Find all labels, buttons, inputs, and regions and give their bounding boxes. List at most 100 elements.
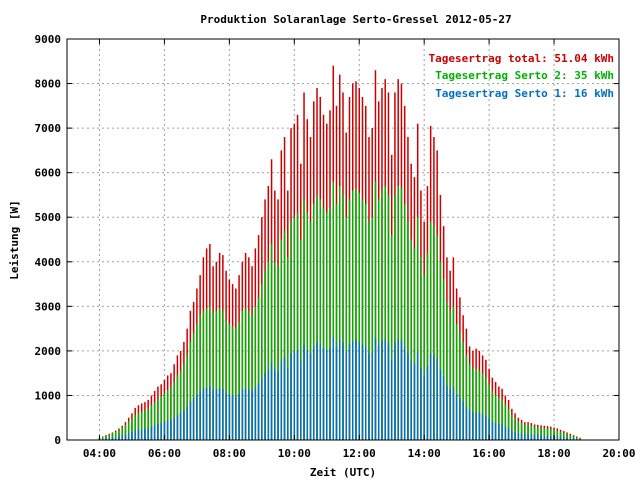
x-tick-label: 08:00 bbox=[213, 447, 246, 460]
bar-serto2 bbox=[218, 308, 221, 440]
bar-serto2 bbox=[403, 203, 406, 440]
bar-serto2 bbox=[533, 426, 536, 440]
bar-serto1 bbox=[520, 433, 523, 440]
bar-serto1 bbox=[481, 414, 484, 440]
bar-serto1 bbox=[157, 423, 159, 440]
bar-serto2 bbox=[566, 433, 568, 440]
bar-serto2 bbox=[335, 203, 338, 440]
bar-serto2 bbox=[124, 424, 127, 440]
bar-serto1 bbox=[348, 344, 351, 440]
bar-serto1 bbox=[118, 436, 120, 440]
bars-group bbox=[98, 65, 581, 441]
bar-serto2 bbox=[309, 221, 312, 440]
bar-serto2 bbox=[455, 324, 458, 440]
bar-serto2 bbox=[280, 239, 283, 440]
x-tick-label: 20:00 bbox=[602, 447, 635, 460]
bar-serto2 bbox=[101, 436, 104, 440]
bar-serto1 bbox=[478, 413, 481, 440]
bar-serto1 bbox=[569, 438, 572, 440]
bar-serto1 bbox=[127, 433, 130, 440]
bar-serto1 bbox=[296, 349, 299, 440]
bar-serto2 bbox=[436, 235, 438, 440]
y-tick-label: 4000 bbox=[35, 256, 62, 269]
bar-serto2 bbox=[351, 190, 354, 440]
bar-serto1 bbox=[543, 435, 546, 440]
bar-serto2 bbox=[397, 186, 399, 440]
bar-serto2 bbox=[283, 230, 286, 440]
chart-title: Produktion Solaranlage Serto-Gressel 201… bbox=[200, 13, 511, 26]
bar-serto2 bbox=[157, 399, 159, 440]
bar-serto2 bbox=[131, 418, 133, 440]
bar-serto2 bbox=[114, 431, 117, 440]
bar-serto2 bbox=[507, 408, 510, 440]
y-tick-label: 1000 bbox=[35, 389, 62, 402]
bar-serto2 bbox=[410, 239, 412, 440]
bar-serto1 bbox=[163, 421, 166, 440]
bar-serto2 bbox=[270, 243, 273, 440]
bar-serto1 bbox=[179, 413, 182, 440]
bar-serto2 bbox=[170, 387, 172, 440]
bar-serto2 bbox=[384, 186, 386, 440]
bar-serto1 bbox=[306, 349, 309, 440]
bar-serto2 bbox=[345, 217, 347, 440]
bar-serto2 bbox=[439, 261, 442, 440]
x-tick-label: 06:00 bbox=[148, 447, 181, 460]
bar-serto1 bbox=[410, 360, 412, 440]
bar-serto1 bbox=[261, 378, 263, 440]
y-tick-label: 5000 bbox=[35, 211, 62, 224]
bar-serto2 bbox=[199, 315, 201, 440]
bar-serto1 bbox=[137, 429, 140, 440]
legend-entry-total: Tagesertrag total: 51.04 kWh bbox=[429, 52, 614, 65]
bar-serto1 bbox=[319, 344, 322, 440]
bar-serto1 bbox=[173, 417, 175, 440]
bar-serto1 bbox=[416, 351, 419, 440]
bar-serto2 bbox=[196, 324, 198, 440]
bar-serto2 bbox=[186, 355, 188, 440]
bar-serto1 bbox=[514, 431, 516, 440]
bar-serto2 bbox=[238, 321, 240, 440]
bar-serto1 bbox=[488, 418, 490, 440]
bar-serto2 bbox=[485, 377, 487, 440]
bar-serto2 bbox=[517, 421, 520, 440]
bar-serto2 bbox=[481, 373, 484, 440]
bar-serto1 bbox=[345, 351, 347, 440]
bar-serto1 bbox=[277, 371, 279, 440]
bar-serto1 bbox=[494, 423, 497, 440]
bar-serto2 bbox=[166, 390, 169, 440]
bar-serto2 bbox=[183, 364, 185, 440]
bar-serto2 bbox=[579, 438, 581, 440]
bar-serto2 bbox=[160, 396, 162, 440]
bar-serto2 bbox=[468, 364, 471, 440]
bar-serto2 bbox=[514, 418, 516, 440]
bar-serto2 bbox=[358, 192, 360, 440]
bar-serto2 bbox=[426, 252, 429, 440]
bar-serto2 bbox=[261, 284, 263, 440]
bar-serto2 bbox=[277, 266, 279, 440]
bar-serto2 bbox=[420, 257, 422, 440]
bar-serto1 bbox=[475, 412, 477, 440]
bar-serto1 bbox=[140, 429, 143, 440]
bar-serto1 bbox=[160, 423, 162, 440]
bar-serto2 bbox=[205, 308, 208, 440]
bar-serto1 bbox=[309, 353, 312, 440]
bar-serto1 bbox=[400, 340, 403, 440]
bar-serto1 bbox=[244, 388, 247, 440]
bar-serto2 bbox=[326, 212, 328, 440]
x-tick-label: 04:00 bbox=[83, 447, 116, 460]
bar-serto2 bbox=[241, 310, 244, 440]
bar-serto2 bbox=[121, 427, 123, 440]
bar-serto1 bbox=[192, 398, 195, 440]
bar-serto1 bbox=[202, 388, 205, 440]
bar-serto1 bbox=[316, 342, 318, 440]
bar-serto1 bbox=[290, 353, 292, 440]
bar-serto2 bbox=[293, 217, 296, 440]
bar-serto2 bbox=[374, 181, 377, 441]
bar-serto1 bbox=[517, 432, 520, 440]
bar-serto1 bbox=[394, 342, 396, 440]
bar-serto2 bbox=[361, 199, 364, 440]
bar-serto1 bbox=[101, 438, 104, 440]
bar-serto1 bbox=[218, 387, 221, 440]
bar-serto1 bbox=[355, 340, 357, 440]
bar-serto1 bbox=[205, 387, 208, 440]
bar-serto1 bbox=[524, 434, 526, 440]
